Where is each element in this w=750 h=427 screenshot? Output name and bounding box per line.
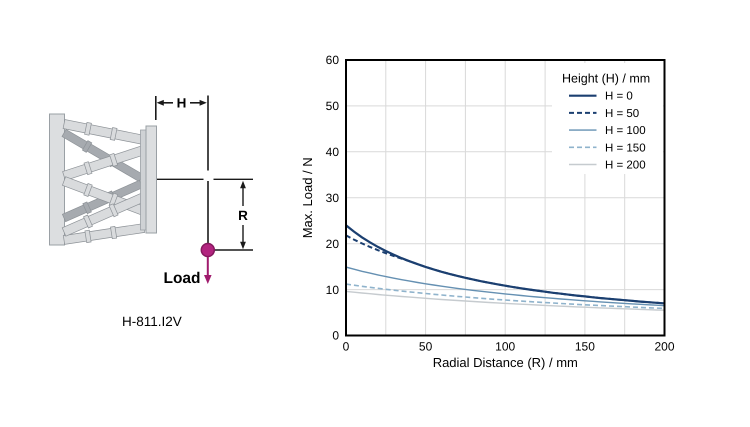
svg-text:40: 40 (326, 145, 340, 159)
svg-text:H: H (177, 96, 187, 111)
svg-text:100: 100 (495, 340, 515, 354)
svg-text:Radial Distance (R) / mm: Radial Distance (R) / mm (433, 355, 578, 370)
svg-text:R: R (238, 208, 248, 223)
svg-text:0: 0 (343, 340, 350, 354)
svg-text:150: 150 (575, 340, 595, 354)
svg-text:50: 50 (419, 340, 433, 354)
svg-text:H = 200: H = 200 (605, 160, 646, 172)
svg-text:Load: Load (164, 270, 201, 287)
svg-text:Max. Load / N: Max. Load / N (300, 157, 315, 238)
svg-text:H-811.I2V: H-811.I2V (122, 314, 182, 329)
svg-text:20: 20 (326, 237, 340, 251)
svg-text:H = 0: H = 0 (605, 91, 633, 103)
svg-text:H = 150: H = 150 (605, 142, 646, 154)
svg-text:H = 100: H = 100 (605, 125, 646, 137)
svg-text:30: 30 (326, 191, 340, 205)
svg-text:50: 50 (326, 99, 340, 113)
svg-text:H = 50: H = 50 (605, 108, 639, 120)
svg-text:60: 60 (326, 53, 340, 67)
svg-text:Height (H) / mm: Height (H) / mm (562, 72, 650, 86)
svg-text:200: 200 (654, 340, 674, 354)
svg-text:0: 0 (332, 329, 339, 343)
svg-text:10: 10 (326, 283, 340, 297)
